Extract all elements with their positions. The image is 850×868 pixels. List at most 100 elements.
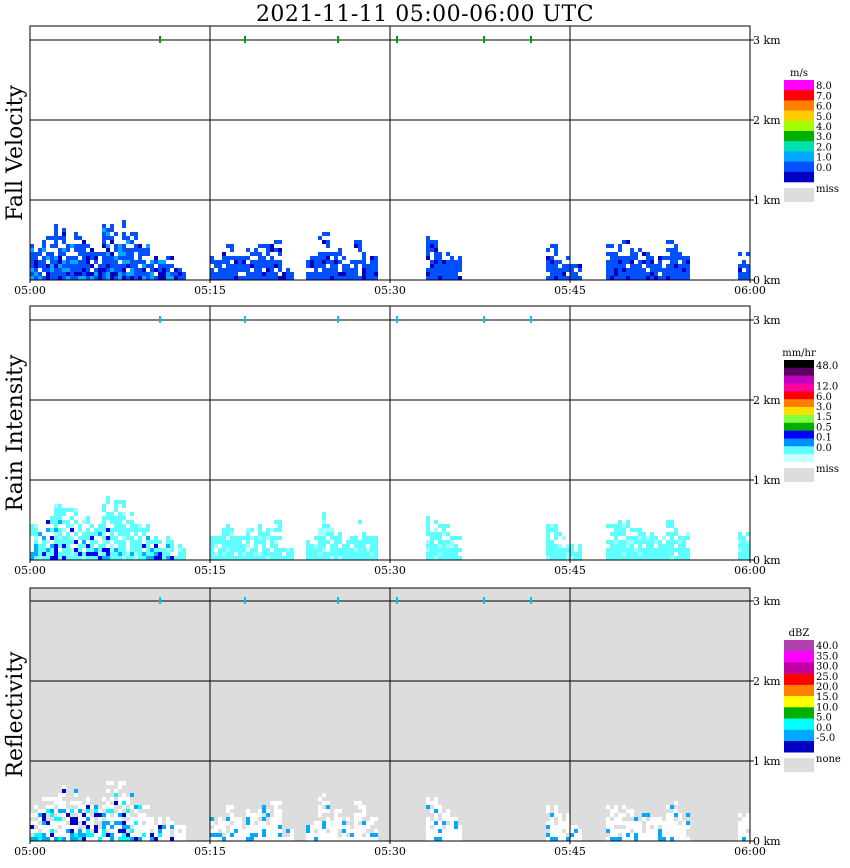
echo-cell [162,272,166,276]
echo-cell [102,536,106,540]
echo-cell [630,252,634,256]
echo-cell [178,833,182,837]
echo-cell [450,821,454,825]
echo-cell [558,532,562,536]
echo-cell [306,829,310,833]
echo-cell [134,817,138,821]
echo-cell [102,524,106,528]
echo-cell [86,520,90,524]
echo-cell [42,821,46,825]
echo-cell [438,837,442,841]
echo-cell [630,813,634,817]
echo-cell [150,556,154,560]
echo-cell [146,544,150,548]
echo-cell [234,821,238,825]
colorbar-label: 48.0 [816,361,838,372]
echo-cell [94,528,98,532]
echo-cell [74,268,78,272]
echo-cell [318,825,322,829]
colorbar-swatch [784,90,814,101]
echo-cell [338,837,342,841]
echo-cell [70,528,74,532]
echo-cell [46,520,50,524]
echo-cell [102,797,106,801]
echo-cell [630,256,634,260]
echo-cell [66,544,70,548]
echo-cell [66,548,70,552]
echo-cell [86,837,90,841]
echo-cell [34,260,38,264]
echo-cell [322,240,326,244]
echo-cell [274,817,278,821]
echo-cell [138,544,142,548]
echo-cell [106,500,110,504]
echo-cell [126,797,130,801]
echo-cell [154,825,158,829]
echo-cell [326,272,330,276]
echo-cell [738,548,742,552]
echo-cell [86,801,90,805]
echo-cell [102,556,106,560]
y-tick-label: 0 km [753,554,781,567]
echo-cell [210,556,214,560]
echo-cell [118,817,122,821]
echo-cell [570,268,574,272]
echo-cell [110,252,114,256]
echo-cell [102,240,106,244]
echo-cell [62,252,66,256]
echo-cell [138,805,142,809]
echo-cell [102,837,106,841]
echo-cell [618,528,622,532]
echo-cell [630,556,634,560]
echo-cell [674,556,678,560]
echo-cell [742,837,746,841]
echo-cell [622,268,626,272]
echo-cell [622,532,626,536]
echo-cell [662,276,666,280]
echo-cell [278,528,282,532]
echo-cell [50,264,54,268]
echo-cell [434,548,438,552]
echo-cell [574,264,578,268]
echo-cell [546,264,550,268]
echo-cell [238,544,242,548]
echo-cell [574,829,578,833]
echo-cell [78,801,82,805]
echo-cell [118,837,122,841]
echo-cell [138,825,142,829]
echo-cell [314,536,318,540]
echo-cell [98,532,102,536]
echo-cell [554,536,558,540]
echo-cell [654,264,658,268]
echo-cell [166,276,170,280]
echo-cell [178,268,182,272]
echo-cell [446,276,450,280]
echo-cell [610,260,614,264]
echo-cell [342,548,346,552]
echo-cell [54,268,58,272]
echo-cell [670,805,674,809]
echo-cell [650,532,654,536]
echo-cell [118,825,122,829]
echo-cell [458,556,462,560]
echo-cell [66,524,70,528]
echo-cell [330,268,334,272]
echo-cell [622,256,626,260]
x-tick-label: 05:45 [554,845,586,858]
echo-cell [322,552,326,556]
echo-cell [646,548,650,552]
echo-cell [58,801,62,805]
echo-cell [638,260,642,264]
echo-cell [86,536,90,540]
colorbar-swatch [784,707,814,719]
echo-cell [62,276,66,280]
echo-cell [654,540,658,544]
echo-cell [430,260,434,264]
echo-cell [230,813,234,817]
colorbar-swatch [784,375,814,384]
colorbar-swatch [784,430,814,439]
echo-cell [746,552,750,556]
echo-cell [566,825,570,829]
echo-cell [86,528,90,532]
echo-cell [742,260,746,264]
